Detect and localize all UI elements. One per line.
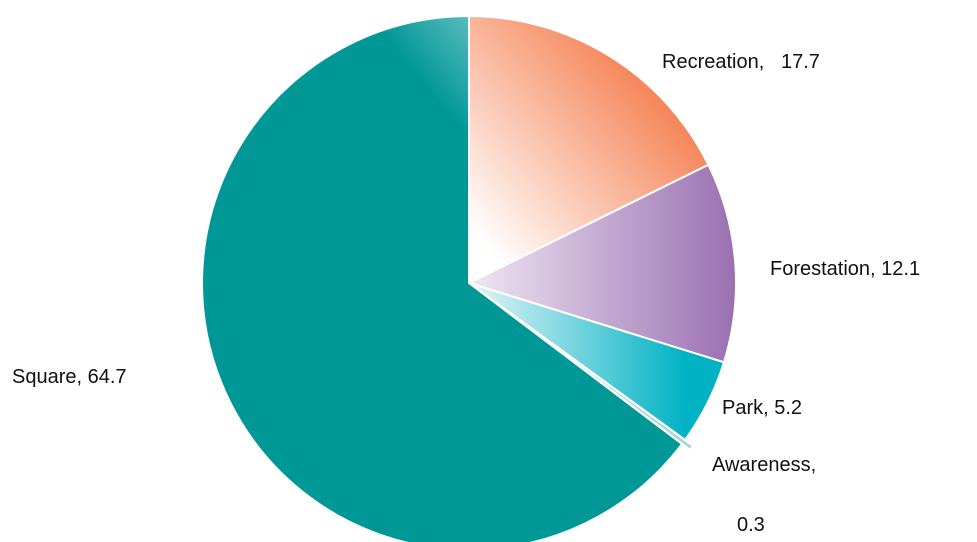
slice-label-line: Recreation, 17.7 [662,51,820,73]
slice-label-forestation: Forestation, 12.1 [770,258,920,280]
slice-label-line: Park, 5.2 [722,397,802,419]
slice-label-square: Square, 64.7 [12,366,127,388]
pie-slices [201,14,737,542]
slice-label-park: Park, 5.2 [722,397,802,419]
slice-label-line: 0.3 [737,514,765,536]
pie-slice-forestation [466,163,737,364]
slice-label-line: Forestation, 12.1 [770,258,920,280]
slice-label-line: Awareness, [712,454,816,476]
slice-label-line: Square, 64.7 [12,366,127,388]
slice-label-recreation: Recreation, 17.7 [662,51,820,73]
pie-slice-recreation [468,14,710,285]
pie-slice-square [201,14,684,542]
slice-label-awareness: Awareness, 0.3 [712,454,816,536]
slice-labels: Recreation, 17.7 Forestation, 12.1 Park, 5… [12,51,920,536]
